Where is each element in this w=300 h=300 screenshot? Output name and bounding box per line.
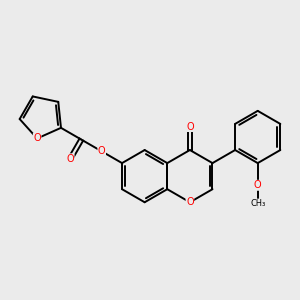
Text: CH₃: CH₃ [250, 199, 265, 208]
Text: O: O [254, 180, 262, 190]
Text: O: O [186, 122, 194, 131]
Text: O: O [98, 146, 106, 156]
Text: O: O [33, 134, 41, 143]
Text: O: O [66, 154, 74, 164]
Text: O: O [186, 197, 194, 207]
